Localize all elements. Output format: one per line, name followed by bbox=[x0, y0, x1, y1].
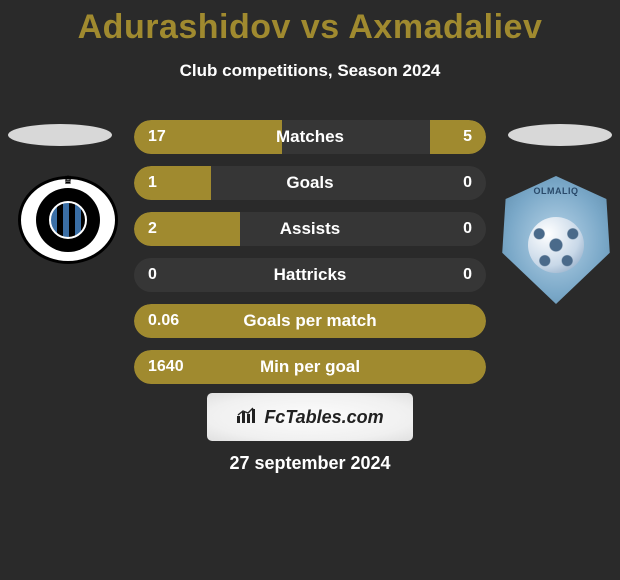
stripes-icon bbox=[49, 201, 87, 239]
page-title: Adurashidov vs Axmadaliev bbox=[0, 0, 620, 47]
stat-row: 1 Goals 0 bbox=[134, 166, 486, 200]
shadow-ellipse-left bbox=[8, 124, 112, 146]
brand-badge[interactable]: FcTables.com bbox=[207, 393, 413, 441]
stat-row: 0.06 Goals per match bbox=[134, 304, 486, 338]
stat-label: Hattricks bbox=[134, 258, 486, 292]
comparison-card: Adurashidov vs Axmadaliev Club competiti… bbox=[0, 0, 620, 580]
stat-value-right: 0 bbox=[463, 212, 472, 246]
chart-icon bbox=[236, 406, 258, 429]
stat-label: Assists bbox=[134, 212, 486, 246]
logo-inner bbox=[36, 188, 100, 252]
stat-row: 17 Matches 5 bbox=[134, 120, 486, 154]
stat-label: Goals per match bbox=[134, 304, 486, 338]
stats-panel: 17 Matches 5 1 Goals 0 2 Assists 0 0 Hat… bbox=[134, 120, 486, 396]
shadow-ellipse-right bbox=[508, 124, 612, 146]
stat-label: Goals bbox=[134, 166, 486, 200]
stat-row: 1640 Min per goal bbox=[134, 350, 486, 384]
logo-banner: OLMALIQ bbox=[534, 186, 579, 196]
stat-row: 0 Hattricks 0 bbox=[134, 258, 486, 292]
stat-value-right: 0 bbox=[463, 166, 472, 200]
stat-label: Matches bbox=[134, 120, 486, 154]
stat-row: 2 Assists 0 bbox=[134, 212, 486, 246]
stat-label: Min per goal bbox=[134, 350, 486, 384]
stat-value-right: 5 bbox=[463, 120, 472, 154]
crown-icon: ♛ bbox=[63, 173, 74, 187]
page-subtitle: Club competitions, Season 2024 bbox=[0, 61, 620, 81]
date-label: 27 september 2024 bbox=[0, 453, 620, 474]
stat-value-right: 0 bbox=[463, 258, 472, 292]
team-logo-right: OLMALIQ bbox=[500, 176, 612, 304]
football-icon bbox=[528, 217, 584, 273]
brand-text: FcTables.com bbox=[264, 407, 383, 428]
team-logo-left: ♛ bbox=[18, 176, 118, 264]
